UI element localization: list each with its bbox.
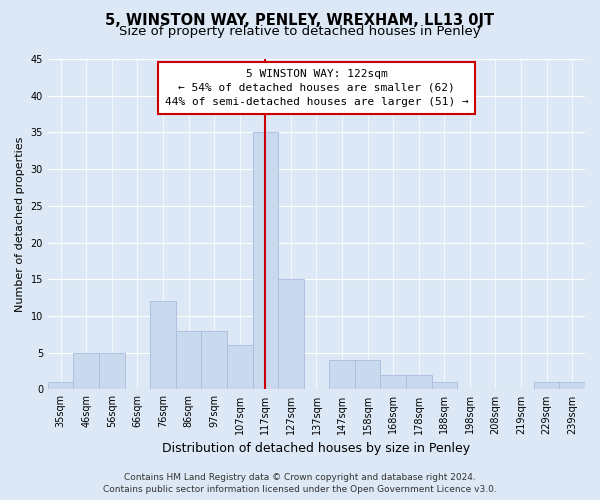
Bar bbox=[227, 346, 253, 390]
Bar bbox=[329, 360, 355, 390]
Bar bbox=[406, 374, 431, 390]
Bar bbox=[431, 382, 457, 390]
X-axis label: Distribution of detached houses by size in Penley: Distribution of detached houses by size … bbox=[163, 442, 470, 455]
Bar bbox=[150, 302, 176, 390]
Bar bbox=[559, 382, 585, 390]
Bar bbox=[176, 330, 202, 390]
Y-axis label: Number of detached properties: Number of detached properties bbox=[15, 136, 25, 312]
Text: Contains HM Land Registry data © Crown copyright and database right 2024.
Contai: Contains HM Land Registry data © Crown c… bbox=[103, 472, 497, 494]
Bar bbox=[380, 374, 406, 390]
Bar bbox=[48, 382, 73, 390]
Bar bbox=[355, 360, 380, 390]
Text: 5, WINSTON WAY, PENLEY, WREXHAM, LL13 0JT: 5, WINSTON WAY, PENLEY, WREXHAM, LL13 0J… bbox=[106, 12, 494, 28]
Bar bbox=[99, 352, 125, 390]
Text: 5 WINSTON WAY: 122sqm
← 54% of detached houses are smaller (62)
44% of semi-deta: 5 WINSTON WAY: 122sqm ← 54% of detached … bbox=[164, 69, 469, 107]
Bar bbox=[202, 330, 227, 390]
Text: Size of property relative to detached houses in Penley: Size of property relative to detached ho… bbox=[119, 25, 481, 38]
Bar bbox=[253, 132, 278, 390]
Bar bbox=[534, 382, 559, 390]
Bar bbox=[73, 352, 99, 390]
Bar bbox=[278, 280, 304, 390]
